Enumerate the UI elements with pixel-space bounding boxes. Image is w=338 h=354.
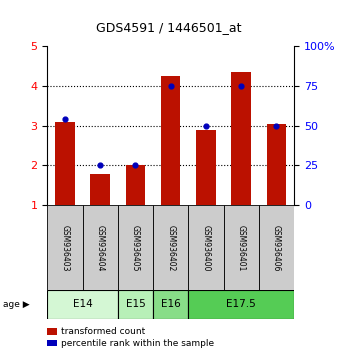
- Bar: [118, 205, 153, 290]
- Bar: [118, 290, 153, 319]
- Bar: [161, 76, 180, 205]
- Bar: [232, 72, 251, 205]
- Text: GSM936404: GSM936404: [96, 224, 105, 271]
- Text: E14: E14: [73, 299, 93, 309]
- Text: percentile rank within the sample: percentile rank within the sample: [61, 338, 214, 348]
- Point: [62, 116, 68, 122]
- Point: [97, 163, 103, 169]
- Bar: [47, 290, 118, 319]
- Bar: [188, 290, 294, 319]
- Text: GSM936402: GSM936402: [166, 224, 175, 271]
- Text: GDS4591 / 1446501_at: GDS4591 / 1446501_at: [96, 21, 242, 34]
- Bar: [196, 131, 216, 205]
- Text: E15: E15: [125, 299, 145, 309]
- Bar: [47, 205, 82, 290]
- Bar: [126, 165, 145, 205]
- Bar: [55, 122, 75, 205]
- Text: E16: E16: [161, 299, 180, 309]
- Bar: [91, 174, 110, 205]
- Text: age ▶: age ▶: [3, 300, 30, 309]
- Bar: [259, 205, 294, 290]
- Text: GSM936403: GSM936403: [61, 224, 69, 271]
- Text: transformed count: transformed count: [61, 327, 145, 336]
- Bar: [267, 124, 286, 205]
- Point: [274, 123, 279, 129]
- Text: GSM936401: GSM936401: [237, 224, 246, 271]
- Text: GSM936406: GSM936406: [272, 224, 281, 271]
- Point: [168, 83, 173, 88]
- Point: [203, 123, 209, 129]
- Bar: [223, 205, 259, 290]
- Bar: [188, 205, 223, 290]
- Bar: [153, 290, 188, 319]
- Text: GSM936400: GSM936400: [201, 224, 211, 271]
- Text: GSM936405: GSM936405: [131, 224, 140, 271]
- Bar: [153, 205, 188, 290]
- Point: [133, 163, 138, 169]
- Point: [239, 83, 244, 88]
- Bar: [82, 205, 118, 290]
- Text: E17.5: E17.5: [226, 299, 256, 309]
